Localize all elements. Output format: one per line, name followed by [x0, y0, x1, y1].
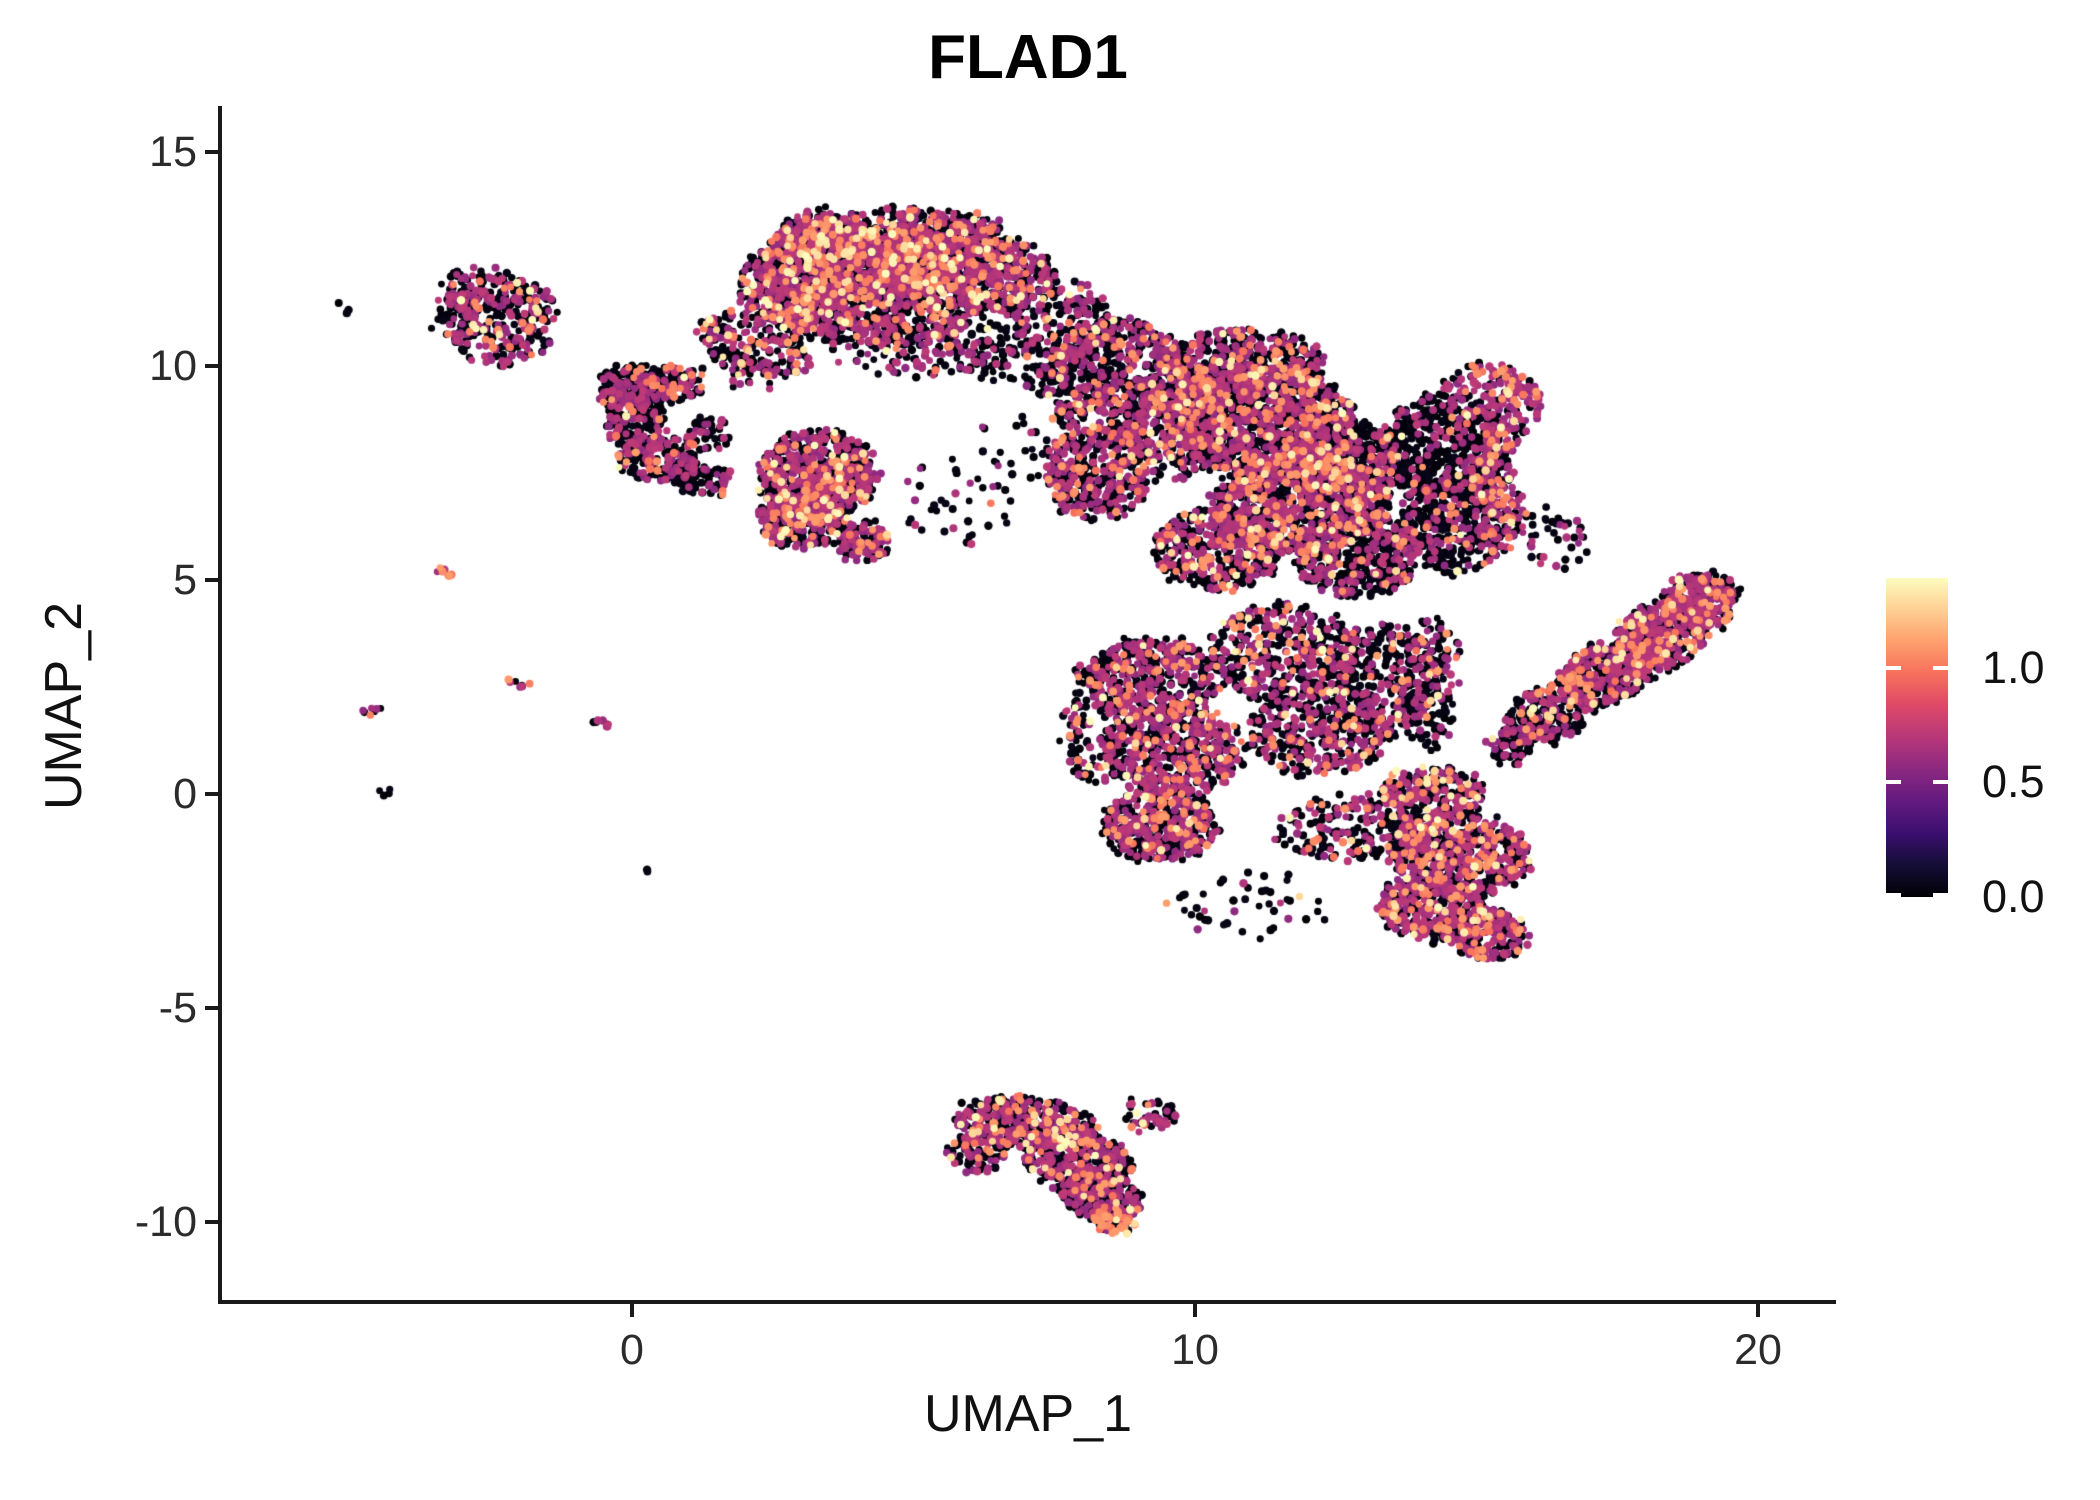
y-tick-label: -5	[158, 984, 197, 1032]
y-tick-label: 10	[149, 342, 197, 390]
colorbar-tick-label: 0.0	[1982, 871, 2045, 922]
colorbar-tick-notch	[1933, 665, 1948, 670]
y-tick-label: 5	[173, 556, 197, 604]
x-axis-line	[218, 1300, 1836, 1304]
x-tick-label: 10	[1171, 1326, 1219, 1374]
colorbar-tick-notch	[1933, 780, 1948, 785]
y-tick-mark	[205, 792, 218, 796]
colorbar-gradient	[1886, 578, 1948, 897]
y-tick-label: 0	[173, 770, 197, 818]
colorbar-tick-notch	[1933, 893, 1948, 897]
y-tick-mark	[205, 1006, 218, 1010]
y-tick-mark	[205, 578, 218, 582]
y-axis-line	[218, 106, 222, 1304]
x-tick-mark	[630, 1304, 634, 1317]
colorbar-tick-notch	[1886, 780, 1901, 785]
x-tick-label: 0	[620, 1326, 644, 1374]
colorbar-tick-label: 0.5	[1982, 756, 2045, 808]
y-axis-title: UMAP_2	[35, 601, 93, 811]
plot-title: FLAD1	[928, 23, 1128, 92]
y-tick-mark	[205, 1220, 218, 1224]
colorbar-tick-label: 1.0	[1982, 641, 2045, 693]
y-tick-mark	[205, 150, 218, 154]
colorbar-tick-notch	[1886, 665, 1901, 670]
y-tick-label: 15	[149, 128, 197, 176]
x-tick-mark	[1756, 1304, 1760, 1317]
x-tick-label: 20	[1734, 1326, 1782, 1374]
y-tick-label: -10	[134, 1198, 197, 1246]
y-tick-mark	[205, 364, 218, 368]
x-tick-mark	[1193, 1304, 1197, 1317]
x-axis-title: UMAP_1	[923, 1385, 1133, 1443]
colorbar-tick-notch	[1886, 893, 1901, 897]
